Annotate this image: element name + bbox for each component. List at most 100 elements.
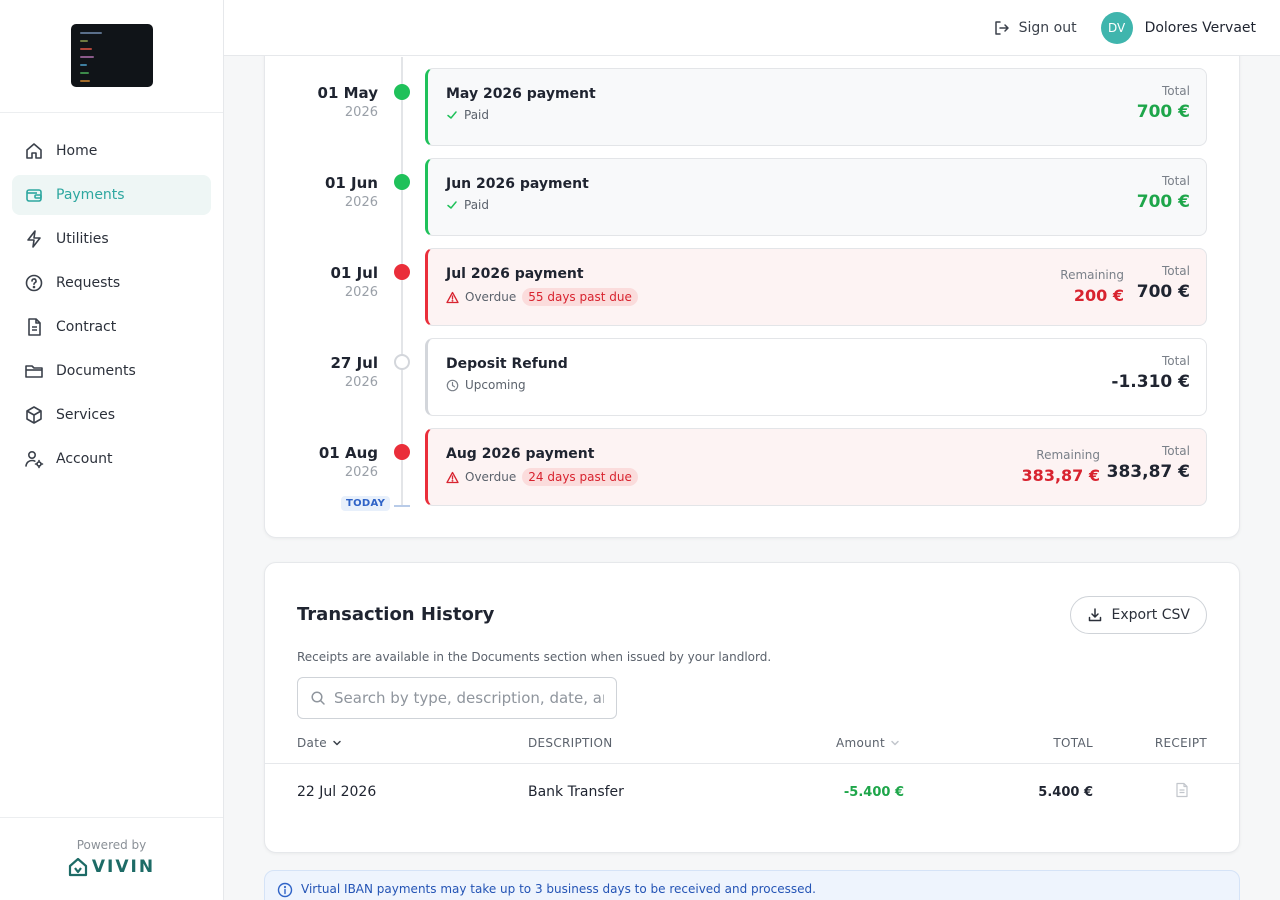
cell-amount: -5.400 € xyxy=(843,785,904,800)
payment-title: May 2026 payment xyxy=(446,86,596,102)
timeline-date: 01 May 2026 xyxy=(285,68,378,120)
payment-title: Jul 2026 payment xyxy=(446,266,584,282)
column-header-receipt: RECEIPT xyxy=(1154,736,1207,750)
payment-title: Deposit Refund xyxy=(446,356,568,372)
column-header-amount[interactable]: Amount xyxy=(836,736,901,750)
folder-icon xyxy=(24,361,44,381)
payment-card[interactable]: Aug 2026 payment Overdue 24 days past du… xyxy=(425,428,1207,506)
sidebar-item-label: Contract xyxy=(56,319,117,335)
sidebar-item-documents[interactable]: Documents xyxy=(12,351,211,391)
status-dot-paid xyxy=(394,174,410,190)
total-value: 700 € xyxy=(1136,102,1190,122)
search-box[interactable] xyxy=(297,677,617,719)
timeline-row: 01 May 2026 May 2026 payment Paid Total … xyxy=(265,68,1239,146)
sidebar-item-services[interactable]: Services xyxy=(12,395,211,435)
payment-total: Total 700 € xyxy=(1137,264,1190,302)
sidebar-item-home[interactable]: Home xyxy=(12,131,211,171)
chevron-down-icon xyxy=(891,740,899,746)
user-gear-icon xyxy=(24,449,44,469)
today-marker xyxy=(394,505,410,507)
sidebar: Home Payments Utilities Requests Contrac… xyxy=(0,0,224,900)
today-badge: TODAY xyxy=(341,496,391,511)
status-label: Paid xyxy=(464,198,490,212)
warning-icon xyxy=(446,471,459,483)
sidebar-item-requests[interactable]: Requests xyxy=(12,263,211,303)
sign-out-button[interactable]: Sign out xyxy=(993,19,1077,37)
user-menu[interactable]: DV Dolores Vervaet xyxy=(1100,11,1256,44)
cell-total: 5.400 € xyxy=(1038,785,1093,800)
column-label: Amount xyxy=(836,736,885,750)
timeline-line xyxy=(401,57,403,507)
column-header-description: DESCRIPTION xyxy=(528,736,613,750)
payment-card[interactable]: Jun 2026 payment Paid Total 700 € xyxy=(425,158,1207,236)
chevron-down-icon xyxy=(333,740,341,746)
export-csv-button[interactable]: Export CSV xyxy=(1070,596,1207,634)
timeline-year: 2026 xyxy=(344,195,378,210)
payment-remaining: Remaining 383,87 € xyxy=(1022,448,1100,485)
sidebar-nav: Home Payments Utilities Requests Contrac… xyxy=(0,113,223,479)
sign-out-icon xyxy=(994,20,1009,35)
sidebar-item-account[interactable]: Account xyxy=(12,439,211,479)
total-label: Total xyxy=(1161,354,1190,368)
search-input[interactable] xyxy=(334,689,604,707)
timeline-year: 2026 xyxy=(344,465,378,480)
info-banner: Virtual IBAN payments may take up to 3 b… xyxy=(264,870,1240,900)
total-label: Total xyxy=(1161,84,1190,98)
search-icon xyxy=(311,691,325,705)
timeline-day: 01 Aug xyxy=(318,444,378,462)
timeline-year: 2026 xyxy=(344,375,378,390)
sidebar-item-label: Home xyxy=(56,143,98,159)
info-text: Virtual IBAN payments may take up to 3 b… xyxy=(301,882,816,896)
payment-title: Jun 2026 payment xyxy=(446,176,589,192)
sidebar-item-label: Account xyxy=(56,451,113,467)
sign-out-label: Sign out xyxy=(1018,19,1077,36)
property-logo[interactable] xyxy=(70,24,153,87)
receipt-icon[interactable] xyxy=(1175,782,1189,802)
timeline-year: 2026 xyxy=(344,105,378,120)
top-bar: Sign out DV Dolores Vervaet xyxy=(224,0,1280,56)
info-icon xyxy=(277,882,293,898)
total-value: 700 € xyxy=(1136,282,1190,302)
vivin-logo[interactable]: VIVIN xyxy=(0,857,223,877)
column-header-date[interactable]: Date xyxy=(297,736,343,750)
sidebar-item-label: Services xyxy=(56,407,116,423)
timeline-date: 01 Jul 2026 xyxy=(285,248,379,300)
status-dot-upcoming xyxy=(394,354,410,370)
export-label: Export CSV xyxy=(1111,607,1190,623)
sidebar-item-utilities[interactable]: Utilities xyxy=(12,219,211,259)
remaining-value: 383,87 € xyxy=(1021,466,1100,485)
payment-title: Aug 2026 payment xyxy=(446,446,595,462)
payment-card[interactable]: May 2026 payment Paid Total 700 € xyxy=(425,68,1207,146)
avatar: DV xyxy=(1100,11,1133,44)
timeline-row: 01 Jun 2026 Jun 2026 payment Paid Total … xyxy=(265,158,1239,236)
cell-date: 22 Jul 2026 xyxy=(297,784,377,800)
payment-status: Paid xyxy=(446,108,489,122)
payment-card[interactable]: Deposit Refund Upcoming Total -1.310 € xyxy=(425,338,1207,416)
sidebar-item-contract[interactable]: Contract xyxy=(12,307,211,347)
powered-by: Powered by VIVIN xyxy=(0,817,223,900)
warning-icon xyxy=(446,291,459,303)
payment-timeline: 01 May 2026 May 2026 payment Paid Total … xyxy=(264,20,1240,538)
check-icon xyxy=(447,201,457,209)
sidebar-item-label: Payments xyxy=(56,187,125,203)
sidebar-item-payments[interactable]: Payments xyxy=(12,175,211,215)
home-icon xyxy=(24,141,44,161)
sidebar-item-label: Requests xyxy=(56,275,121,291)
status-label: Overdue xyxy=(465,290,517,304)
status-dot-overdue xyxy=(394,444,410,460)
remaining-value: 200 € xyxy=(1073,286,1124,305)
payment-status: Overdue 24 days past due xyxy=(446,468,638,486)
column-label: Date xyxy=(297,736,327,750)
timeline-date: 01 Aug 2026 xyxy=(285,428,378,480)
transaction-history: Transaction History Export CSV Receipts … xyxy=(264,562,1240,853)
payment-total: Total 700 € xyxy=(1137,84,1190,122)
payment-status: Paid xyxy=(446,198,489,212)
section-title: Transaction History xyxy=(297,604,495,625)
timeline-row: 01 Aug 2026 Aug 2026 payment Overdue 24 … xyxy=(265,428,1239,506)
timeline-year: 2026 xyxy=(344,285,378,300)
payment-card[interactable]: Jul 2026 payment Overdue 55 days past du… xyxy=(425,248,1207,326)
status-label: Upcoming xyxy=(465,378,526,392)
brand-name: VIVIN xyxy=(91,857,156,877)
download-icon xyxy=(1089,608,1102,622)
remaining-label: Remaining xyxy=(1036,448,1100,462)
